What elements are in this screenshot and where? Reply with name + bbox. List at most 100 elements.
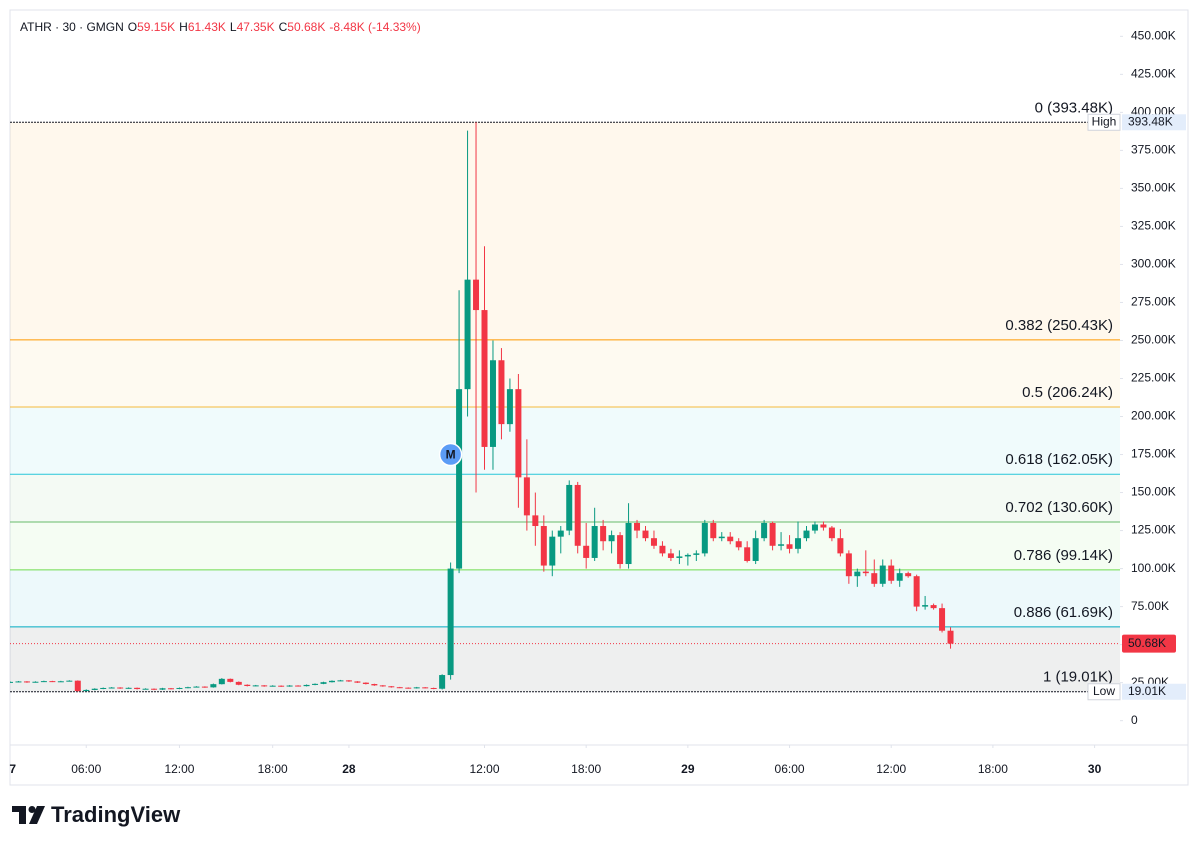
- candle-body: [151, 688, 158, 690]
- y-tick-label: 75.00K: [1131, 599, 1169, 613]
- fib-band: [10, 339, 1120, 408]
- y-tick-label: 150.00K: [1131, 485, 1176, 499]
- fib-label: 0.382 (250.43K): [1005, 317, 1113, 334]
- candle-body: [83, 689, 90, 692]
- candle-body: [362, 682, 369, 685]
- y-tick-label: 175.00K: [1131, 447, 1176, 461]
- candle-body: [252, 685, 259, 687]
- candle-body: [498, 360, 505, 425]
- candle-body: [786, 544, 793, 549]
- candle-body: [125, 687, 132, 689]
- y-tick-label: 275.00K: [1131, 295, 1176, 309]
- y-tick-label: 0: [1131, 713, 1138, 727]
- candle-body: [557, 530, 564, 537]
- price-tag-bg: [1122, 114, 1186, 131]
- candle-body: [795, 538, 802, 549]
- legend-symbol: ATHR · 30 · GMGN: [20, 20, 124, 34]
- x-tick-label: 12:00: [876, 762, 906, 776]
- event-marker-label: M: [446, 448, 456, 462]
- candle-body: [871, 573, 878, 584]
- fib-label: 1 (19.01K): [1043, 669, 1113, 686]
- candle-body: [218, 678, 225, 685]
- candle-body: [167, 688, 174, 690]
- candle-body: [108, 687, 115, 689]
- y-tick-label: 375.00K: [1131, 143, 1176, 157]
- y-tick-label: 125.00K: [1131, 523, 1176, 537]
- candle-body: [388, 686, 395, 688]
- candle-body: [100, 687, 107, 689]
- candle-body: [184, 687, 191, 689]
- candle-body: [549, 536, 556, 566]
- candle-body: [634, 522, 641, 531]
- candle-body: [159, 688, 166, 690]
- candle-body: [473, 279, 480, 311]
- candle-body: [854, 571, 861, 577]
- candle-body: [286, 685, 293, 687]
- candle-body: [227, 678, 234, 682]
- candle-body: [710, 522, 717, 539]
- candle-body: [608, 535, 615, 542]
- x-tick-label: 7: [9, 762, 16, 776]
- fib-label: 0.702 (130.60K): [1005, 499, 1113, 516]
- candle-body: [506, 389, 513, 425]
- logo-mark: [29, 806, 45, 824]
- candle-body: [15, 681, 22, 683]
- candle-body: [23, 681, 30, 683]
- candle-body: [193, 686, 200, 688]
- candle-body: [210, 684, 217, 688]
- candle-body: [879, 565, 886, 584]
- candle-body: [727, 536, 734, 542]
- candle-body: [896, 573, 903, 581]
- chart-frame: [9, 9, 1189, 786]
- candle-body: [312, 683, 319, 685]
- candle-body: [447, 568, 454, 676]
- overlay: 025.00K50.00K75.00K100.00K125.00K150.00K…: [9, 29, 1186, 776]
- candle-body: [913, 576, 920, 607]
- candle-body: [905, 573, 912, 577]
- candle-body: [464, 279, 471, 390]
- candle-body: [837, 538, 844, 554]
- legend-value: 47.35K: [237, 20, 275, 34]
- candle-body: [371, 684, 378, 686]
- candle-body: [566, 484, 573, 531]
- candle-body: [532, 515, 539, 527]
- candle-body: [337, 680, 344, 682]
- fib-band: [10, 122, 1120, 340]
- candle-body: [769, 522, 776, 546]
- price-tag-name-bg: [1087, 113, 1121, 131]
- candle-body: [939, 608, 946, 631]
- candle-body: [430, 687, 437, 689]
- candle-body: [396, 687, 403, 689]
- candle-body: [684, 554, 691, 557]
- legend-key: H: [179, 20, 188, 34]
- price-tag-name-bg: [1087, 683, 1121, 701]
- candle-body: [405, 687, 412, 689]
- x-tick-label: 18:00: [978, 762, 1008, 776]
- candle-body: [345, 680, 352, 682]
- candle-body: [303, 684, 310, 687]
- y-tick-label: 350.00K: [1131, 181, 1176, 195]
- candle-body: [413, 687, 420, 689]
- candle-body: [244, 684, 251, 686]
- candle-body: [591, 526, 598, 558]
- x-tick-label: 28: [342, 762, 356, 776]
- candle-body: [379, 685, 386, 687]
- candle-body: [617, 535, 624, 565]
- candle-body: [922, 605, 929, 607]
- candle-body: [134, 687, 141, 690]
- price-tag-value: 393.48K: [1128, 114, 1173, 128]
- logo-mark: [12, 806, 26, 824]
- candle-body: [117, 687, 124, 689]
- candle-body: [718, 536, 725, 539]
- x-tick-label: 18:00: [258, 762, 288, 776]
- brand-name: TradingView: [51, 802, 181, 827]
- candle-body: [40, 681, 47, 683]
- candle-body: [49, 681, 56, 683]
- candle-body: [828, 527, 835, 539]
- x-tick-label: 06:00: [71, 762, 101, 776]
- candle-body: [862, 571, 869, 574]
- candle-body: [676, 556, 683, 558]
- legend-key: O: [128, 20, 137, 34]
- candle-body: [295, 685, 302, 687]
